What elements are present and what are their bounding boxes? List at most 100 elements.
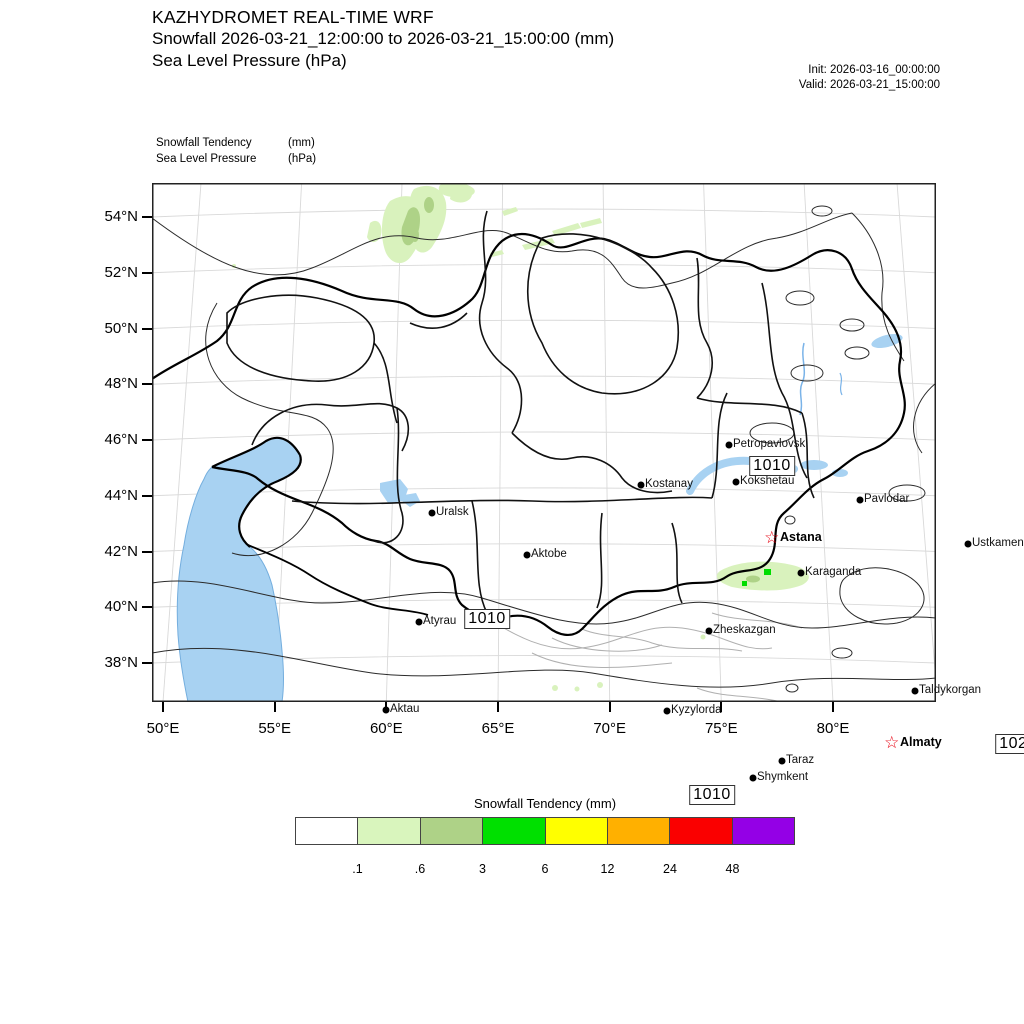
city-label: Uralsk [436,506,469,518]
city-label: Atyrau [423,615,457,627]
pressure-subtitle: Sea Level Pressure (hPa) [152,51,347,71]
city-dot-icon [523,551,531,559]
city-label: Karaganda [805,566,862,578]
city-dot-icon [911,687,919,695]
city-dot-icon [637,481,645,489]
city-label: Taraz [786,754,815,766]
map-frame [152,183,936,702]
city-label: Almaty [900,735,942,749]
lat-tick [142,383,152,386]
valid-time: Valid: 2026-03-21_15:00:00 [798,78,940,91]
capital-star-icon: ☆ [884,732,900,752]
weather-map-svg [152,183,936,702]
lon-axis-label: 50°E [146,720,180,737]
colorbar-tick-label: .1 [352,862,363,876]
oblast-borders [226,210,815,614]
colorbar-cell [296,818,359,844]
snowfall-period-subtitle: Snowfall 2026-03-21_12:00:00 to 2026-03-… [152,29,615,49]
lat-axis-label: 52°N [104,263,138,281]
city-label: Petropavlovsk [733,438,806,450]
city-label: Aktau [390,703,420,715]
city-label: Zheskazgan [713,624,776,636]
lat-tick [142,271,152,274]
lon-tick [608,702,611,712]
lat-tick [142,439,152,441]
capital-star-icon: ☆ [764,527,780,547]
colorbar-tick-label: 3 [479,862,486,876]
aral-sea [380,479,408,503]
init-time: Init: 2026-03-16_00:00:00 [808,64,940,76]
pressure-label-1010: 1010 [464,609,510,629]
lat-axis-label: 38°N [104,654,138,671]
lat-tick [142,216,152,218]
colorbar-cell [545,818,608,844]
pressure-label-1010: 1010 [689,785,735,805]
lon-axis-label: 65°E [481,720,515,737]
river-branch [839,372,843,396]
city-dot-icon [778,757,786,765]
legend-line1-name: Snowfall Tendency [156,137,252,149]
city-label: Pavlodar [864,493,910,505]
lat-tick [142,550,152,553]
lat-axis-label: 54°N [104,208,138,225]
lat-axis-label: 42°N [104,542,138,560]
colorbar-tick-label: 6 [541,862,549,876]
colorbar [295,817,795,845]
snowfall-shading [232,183,809,692]
legend-line2-name: Sea Level Pressure [156,152,257,165]
city-label: Taldykorgan [919,684,982,696]
colorbar-cell [420,818,484,844]
map-overlay: Uralsk Aktobe Atyrau Aktau Kostanay Petropavl… [304,366,1024,885]
city-dot-icon [856,496,864,504]
lat-tick [142,494,152,497]
city-dot-icon [725,441,733,449]
colorbar-cell [607,818,671,844]
city-dot-icon [797,569,805,577]
lon-axis-label: 80°E [816,720,850,737]
colorbar-tick-label: 48 [725,862,740,876]
city-dot-icon [415,618,423,626]
pressure-label-1010: 1010 [749,456,795,476]
lat-tick [142,327,152,330]
lon-tick [385,702,388,712]
page-title: KAZHYDROMET REAL-TIME WRF [152,7,434,27]
lat-axis-label: 44°N [104,486,138,504]
colorbar-tick-label: .6 [414,862,426,876]
lon-tick [497,702,499,712]
lake-zaysan [871,334,903,348]
colorbar-tick-label: 12 [600,862,615,876]
lat-axis-label: 50°N [104,319,138,337]
caspian-sea [176,437,302,702]
colorbar-cell [732,818,794,844]
lat-axis-label: 46°N [104,431,138,448]
colorbar-cell [358,818,421,844]
lat-tick [142,606,152,609]
city-label: Shymkent [757,771,809,783]
neighbor-borders [481,612,803,702]
lon-tick [273,702,276,712]
city-dot-icon [749,774,757,782]
aral-sea-east [402,493,420,507]
lon-tick [162,702,164,712]
lon-axis-label: 60°E [369,720,403,737]
city-dot-icon [732,478,740,486]
lon-tick [720,702,723,712]
city-label: Kokshetau [740,475,795,487]
lon-tick [832,702,834,712]
legend-line1-unit: (mm) [288,137,315,149]
city-label: Astana [780,530,822,544]
graticule [152,183,936,702]
city-label: Aktobe [531,548,567,560]
header: KAZHYDROMET REAL-TIME WRF Snowfall 2026-… [152,6,614,72]
city-label: Kostanay [645,478,693,490]
city-dot-icon [705,627,713,635]
city-dot-icon [964,540,972,548]
city-dot-icon [663,707,671,715]
pressure-label-1020: 1020 [995,734,1024,754]
colorbar-tick-label: 24 [663,862,677,876]
lat-axis-label: 48°N [104,375,138,393]
colorbar-title: Snowfall Tendency (mm) [473,796,617,811]
run-times: Init: 2026-03-16_00:00:00 Valid: 2026-03… [799,63,940,93]
colorbar-cell [670,818,733,844]
lon-axis-label: 55°E [258,720,292,737]
